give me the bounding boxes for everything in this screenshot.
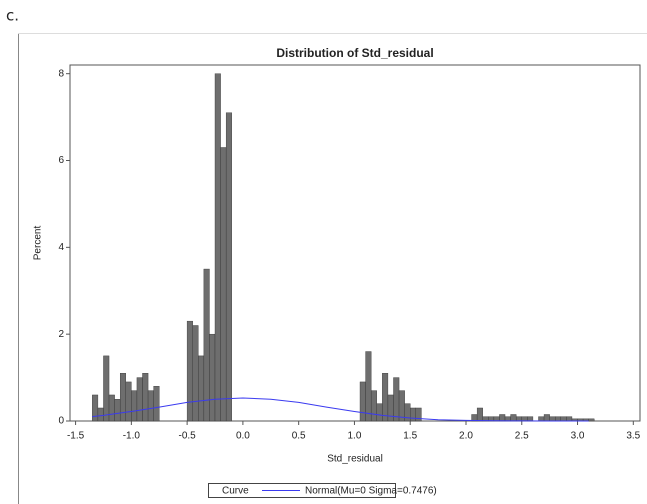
bar <box>203 268 210 422</box>
x-tick-label: 2.5 <box>515 431 529 442</box>
bar <box>365 351 372 422</box>
bar <box>136 377 143 422</box>
bar <box>142 373 149 422</box>
y-tick-label: 6 <box>58 155 64 166</box>
bar <box>192 325 199 422</box>
x-tick-label: -1.5 <box>67 431 85 442</box>
bar <box>92 394 99 422</box>
bar <box>382 373 389 422</box>
legend-label: Normal(Mu=0 Sigma=0.7476) <box>305 486 437 497</box>
bar <box>588 418 595 422</box>
bar <box>410 407 416 422</box>
bar <box>387 394 394 422</box>
legend-title: Curve <box>222 486 249 497</box>
x-tick-label: -0.5 <box>179 431 197 442</box>
bar <box>538 416 545 422</box>
bar <box>555 416 562 422</box>
bar <box>359 381 366 422</box>
bar <box>415 407 422 422</box>
bar <box>566 416 573 422</box>
bar <box>214 73 221 422</box>
panel-label: c. <box>6 7 19 25</box>
bar <box>527 416 534 422</box>
x-axis-label: Std_residual <box>327 454 383 465</box>
y-tick-label: 2 <box>58 329 64 340</box>
legend-box <box>208 483 396 498</box>
chart-title: Distribution of Std_residual <box>276 46 433 60</box>
x-tick-label: 0.0 <box>236 431 250 442</box>
bar <box>515 416 522 422</box>
bar <box>186 320 193 422</box>
bar <box>97 407 104 422</box>
bar <box>376 403 383 422</box>
x-tick-label: 1.5 <box>403 431 417 442</box>
y-tick-label: 0 <box>58 416 64 427</box>
bar <box>404 403 411 422</box>
bar <box>125 381 132 422</box>
y-tick-label: 8 <box>58 68 64 79</box>
x-tick-label: -1.0 <box>123 431 141 442</box>
bar <box>103 355 110 422</box>
y-tick-label: 4 <box>58 242 64 253</box>
y-axis-label: Percent <box>33 226 44 261</box>
bar <box>114 399 121 422</box>
bar <box>119 373 126 422</box>
x-tick-label: 3.5 <box>626 431 640 442</box>
bar <box>220 147 227 422</box>
x-tick-label: 2.0 <box>459 431 473 442</box>
bar <box>521 416 528 422</box>
bar <box>560 416 567 422</box>
x-tick-label: 3.0 <box>571 431 585 442</box>
bar <box>225 112 232 422</box>
bar <box>131 390 138 422</box>
bar <box>370 390 377 422</box>
bar <box>108 394 115 422</box>
bar <box>198 355 205 422</box>
bar <box>147 390 154 422</box>
bar <box>549 416 556 422</box>
bar <box>476 407 483 422</box>
plot-frame <box>69 64 641 422</box>
normal-curve <box>92 397 589 422</box>
bar <box>510 414 517 422</box>
bar <box>398 390 405 422</box>
bar <box>393 377 400 422</box>
bar <box>543 414 550 422</box>
x-tick-label: 1.0 <box>347 431 361 442</box>
bar <box>209 333 216 422</box>
x-tick-label: 0.5 <box>292 431 306 442</box>
bar <box>499 414 506 422</box>
bar <box>153 386 160 422</box>
